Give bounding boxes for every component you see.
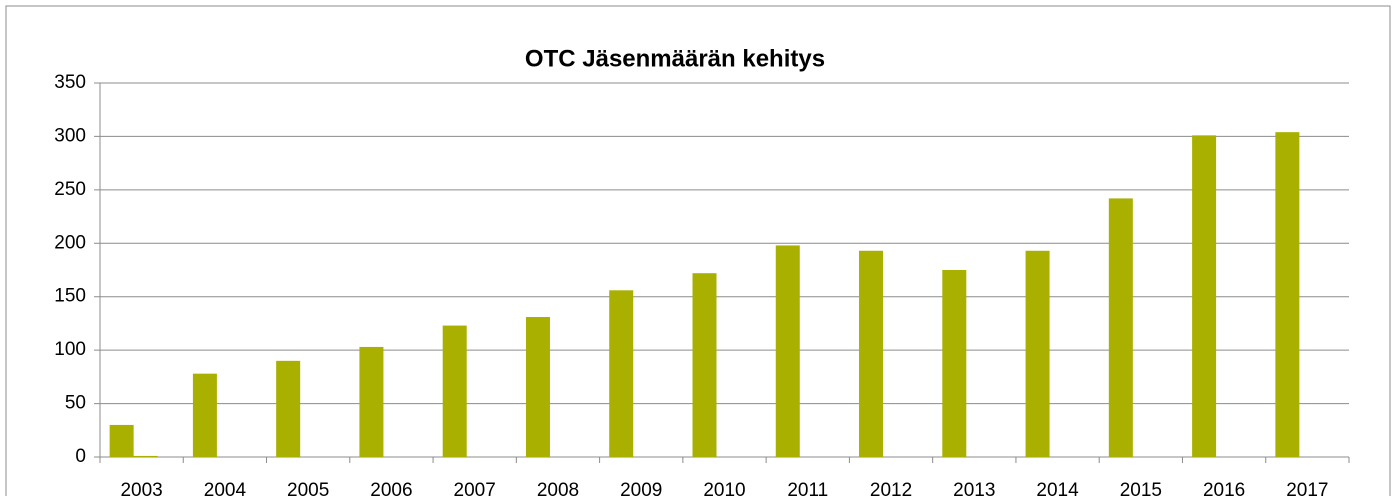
x-tick-label: 2009 — [620, 480, 662, 496]
y-tick-label: 150 — [54, 286, 86, 307]
x-tick-label: 2004 — [204, 480, 247, 496]
bar — [192, 373, 217, 457]
x-tick-label: 2003 — [120, 480, 162, 496]
x-tick-label: 2014 — [1036, 480, 1079, 496]
y-tick-label: 100 — [54, 339, 86, 360]
y-tick-label: 250 — [54, 179, 86, 200]
x-tick-label: 2010 — [703, 480, 745, 496]
bar — [609, 290, 634, 457]
x-tick-label: 2013 — [953, 480, 995, 496]
y-tick-label: 0 — [75, 446, 86, 467]
bar — [859, 250, 884, 457]
bar — [359, 346, 384, 457]
x-tick-label: 2017 — [1286, 480, 1328, 496]
bar — [133, 455, 158, 457]
x-tick-label: 2015 — [1120, 480, 1162, 496]
x-tick-label: 2012 — [870, 480, 912, 496]
y-tick-label: 200 — [54, 232, 86, 253]
bar — [775, 245, 800, 457]
bar — [109, 424, 134, 457]
x-tick-label: 2016 — [1203, 480, 1245, 496]
bar — [1192, 135, 1217, 458]
x-tick-label: 2005 — [287, 480, 329, 496]
bar — [692, 273, 717, 457]
bar — [942, 270, 967, 457]
x-tick-label: 2011 — [787, 480, 828, 496]
chart-title: OTC Jäsenmäärän kehitys — [525, 45, 825, 72]
bar — [442, 325, 467, 457]
y-tick-label: 350 — [54, 72, 86, 93]
y-tick-label: 300 — [54, 125, 86, 146]
bar — [1275, 132, 1300, 457]
bar — [1025, 250, 1050, 457]
bar — [276, 360, 301, 457]
bar — [1108, 198, 1133, 458]
x-tick-label: 2007 — [454, 480, 496, 496]
x-tick-label: 2006 — [370, 480, 412, 496]
y-tick-label: 50 — [65, 393, 86, 414]
bar — [525, 317, 550, 457]
x-tick-label: 2008 — [537, 480, 579, 496]
